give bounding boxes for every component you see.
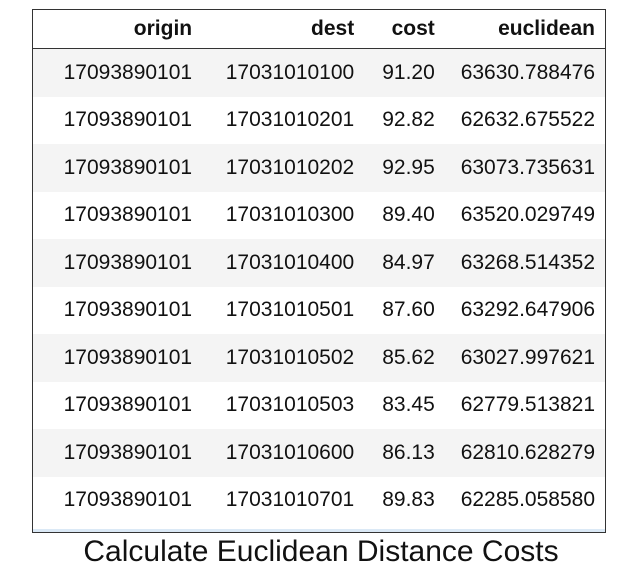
cell-cost: 91.20 — [354, 48, 435, 97]
cell-euclidean: 63630.788476 — [434, 48, 605, 97]
table-row: 17093890101 17031010503 83.45 62779.513821 — [33, 382, 605, 430]
cell-cost: 83.45 — [382, 393, 435, 417]
cell-origin: 17093890101 — [33, 429, 193, 477]
cell-cost: 92.82 — [382, 108, 435, 132]
cell-origin: 17093890101 — [63, 488, 193, 512]
cell-dest: 17031010400 — [192, 239, 355, 287]
cell-cost: 89.83 — [382, 488, 435, 512]
cell-dest: 17031010201 — [225, 108, 355, 132]
cell-dest: 17031010701 — [225, 488, 355, 512]
column-header-euclidean: euclidean — [434, 10, 605, 49]
cell-euclidean: 62779.513821 — [460, 393, 595, 417]
cell-dest: 17031010501 — [225, 298, 355, 322]
table-row: 17093890101 17031010400 84.97 63268.514352 — [33, 239, 605, 287]
table-body: 17093890101 17031010100 91.20 63630.788476 1… — [33, 48, 605, 525]
cell-euclidean: 63520.029749 — [460, 203, 595, 227]
column-header-dest: dest — [192, 10, 355, 49]
table-row: 17093890101 17031010100 91.20 63630.788476 — [33, 48, 605, 97]
dataframe-table: origin dest cost euclidean 17093890101 17… — [33, 10, 605, 524]
cell-origin: 17093890101 — [63, 108, 193, 132]
table-row: 17093890101 17031010600 86.13 62810.628279 — [33, 429, 605, 477]
cell-dest: 17031010502 — [192, 334, 355, 382]
cell-origin: 17093890101 — [63, 393, 193, 417]
cell-euclidean: 63268.514352 — [434, 239, 605, 287]
cell-cost: 92.95 — [354, 144, 435, 192]
dataframe-table-frame: origin dest cost euclidean 17093890101 17… — [32, 9, 606, 533]
cell-origin: 17093890101 — [33, 334, 193, 382]
table-row: 17093890101 17031010502 85.62 63027.997621 — [33, 334, 605, 382]
cell-cost: 86.13 — [354, 429, 435, 477]
cell-euclidean: 62632.675522 — [460, 108, 595, 132]
table-row: 17093890101 17031010201 92.82 62632.675522 — [33, 97, 605, 145]
header-row: origin dest cost euclidean — [33, 10, 605, 49]
cell-euclidean: 63292.647906 — [460, 298, 595, 322]
cell-euclidean: 62810.628279 — [434, 429, 605, 477]
table-row: 17093890101 17031010501 87.60 63292.647906 — [33, 287, 605, 335]
table-row: 17093890101 17031010202 92.95 63073.735631 — [33, 144, 605, 192]
cell-dest: 17031010600 — [192, 429, 355, 477]
cell-dest: 17031010300 — [225, 203, 355, 227]
table-row: 17093890101 17031010300 89.40 63520.029749 — [33, 192, 605, 240]
table-row: 17093890101 17031010701 89.83 62285.058580 — [33, 477, 605, 525]
column-header-origin: origin — [33, 10, 193, 49]
cell-dest: 17031010503 — [225, 393, 355, 417]
cell-cost: 84.97 — [354, 239, 435, 287]
caption: Calculate Euclidean Distance Costs — [83, 535, 559, 568]
cell-origin: 17093890101 — [33, 144, 193, 192]
cell-origin: 17093890101 — [33, 239, 193, 287]
cell-dest: 17031010202 — [192, 144, 355, 192]
cell-euclidean: 63073.735631 — [434, 144, 605, 192]
cell-cost: 87.60 — [382, 298, 435, 322]
cell-origin: 17093890101 — [33, 48, 193, 97]
cell-cost: 85.62 — [354, 334, 435, 382]
cell-euclidean: 63027.997621 — [434, 334, 605, 382]
cell-origin: 17093890101 — [63, 203, 193, 227]
column-header-cost: cost — [354, 10, 435, 49]
scroll-edge — [33, 529, 605, 532]
cell-origin: 17093890101 — [63, 298, 193, 322]
cell-cost: 89.40 — [382, 203, 435, 227]
cell-dest: 17031010100 — [192, 48, 355, 97]
cell-euclidean: 62285.058580 — [460, 488, 595, 512]
